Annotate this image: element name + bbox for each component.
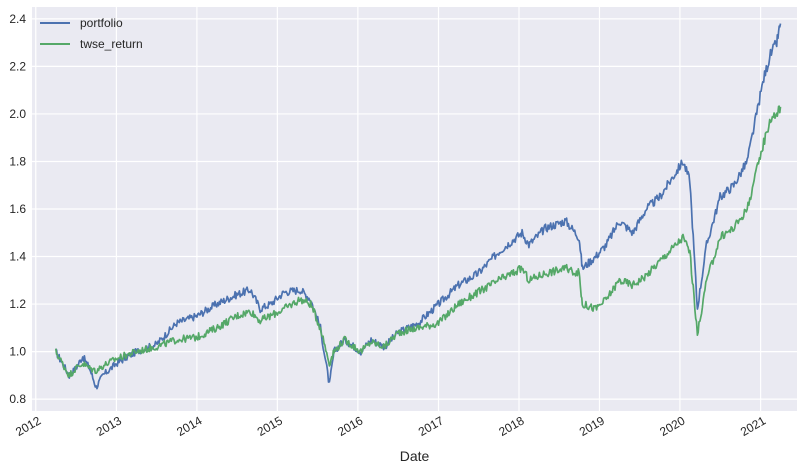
x-tick-label: 2017: [416, 413, 446, 439]
x-tick-label: 2015: [255, 413, 285, 439]
x-tick-label: 2019: [577, 413, 607, 439]
y-tick-label: 0.8: [9, 392, 26, 406]
y-tick-label: 2.2: [9, 59, 26, 73]
x-tick-label: 2012: [13, 413, 43, 439]
y-axis: 0.8 1.0 1.2 1.4 1.6 1.8 2.0 2.2 2.4: [9, 12, 26, 406]
grid: [32, 7, 797, 411]
y-tick-label: 1.8: [9, 154, 26, 168]
x-tick-label: 2013: [94, 413, 124, 439]
legend-label: twse_return: [80, 37, 143, 51]
y-tick-label: 1.0: [9, 345, 26, 359]
series-line-twse-return: [54, 105, 782, 378]
y-tick-label: 2.0: [9, 107, 26, 121]
x-tick-label: 2014: [174, 413, 204, 439]
x-tick-label: 2016: [335, 413, 365, 439]
x-axis: 2012 2013 2014 2015 2016 2017 2018 2019 2020 2021: [13, 413, 768, 439]
series-line-portfolio: [55, 23, 782, 390]
y-tick-label: 1.2: [9, 297, 26, 311]
x-tick-label: 2018: [496, 413, 526, 439]
x-axis-title: Date: [400, 448, 430, 464]
y-tick-label: 2.4: [9, 12, 26, 26]
y-tick-label: 1.4: [9, 250, 26, 264]
legend-label: portfolio: [80, 16, 123, 30]
y-tick-label: 1.6: [9, 202, 26, 216]
x-tick-label: 2020: [657, 413, 687, 439]
x-tick-label: 2021: [738, 413, 768, 439]
legend: portfolio twse_return: [40, 16, 143, 51]
series-lines: [54, 23, 782, 390]
